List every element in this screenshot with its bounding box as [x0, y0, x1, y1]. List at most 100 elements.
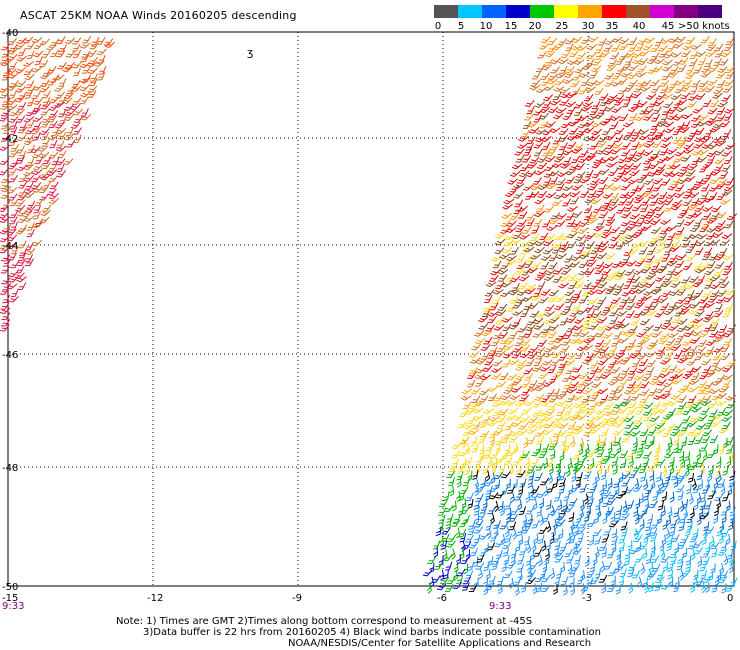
- wind-barb: [562, 149, 574, 156]
- wind-barb: [714, 157, 725, 165]
- wind-barb: [566, 219, 576, 227]
- wind-barb: [557, 38, 568, 46]
- wind-barb: [479, 430, 490, 438]
- wind-barb: [680, 84, 691, 92]
- legend-tick-label: >50 knots: [678, 21, 730, 32]
- wind-barb: [712, 92, 723, 100]
- wind-barb: [540, 254, 552, 261]
- wind-barb: [620, 71, 632, 78]
- wind-barb: [576, 345, 588, 352]
- wind-barb: [594, 275, 604, 284]
- wind-barb: [638, 246, 648, 255]
- wind-barb: [625, 233, 636, 240]
- wind-barb: [716, 114, 726, 122]
- wind-barb: [496, 316, 505, 325]
- wind-barb: [572, 463, 578, 475]
- wind-barb: [546, 499, 552, 510]
- wind-barb: [719, 563, 725, 575]
- wind-barb: [730, 540, 737, 551]
- wind-barb: [665, 192, 677, 200]
- wind-barb: [604, 463, 610, 474]
- wind-barb: [598, 574, 608, 583]
- wind-barb: [628, 456, 634, 468]
- wind-barb: [572, 133, 584, 140]
- wind-barb: [527, 422, 539, 429]
- wind-barb: [516, 176, 527, 184]
- wind-barb: [685, 245, 695, 254]
- wind-barb: [719, 520, 725, 532]
- wind-barb: [719, 58, 729, 66]
- wind-barb: [664, 351, 674, 360]
- wind-barb: [598, 542, 607, 552]
- wind-barb: [622, 500, 628, 512]
- wind-barb: [579, 149, 589, 158]
- wind-barb: [558, 58, 569, 65]
- wind-barb: [631, 141, 640, 150]
- wind-barb: [641, 374, 652, 382]
- wind-barb: [26, 97, 35, 107]
- wind-barb: [560, 233, 571, 241]
- wind-barb: [506, 255, 517, 262]
- wind-barb: [543, 85, 555, 91]
- wind-barb: [8, 296, 19, 303]
- wind-barb: [648, 387, 658, 396]
- wind-barb: [526, 170, 537, 178]
- wind-barb: [482, 464, 489, 475]
- wind-barb: [624, 192, 636, 199]
- wind-barb: [681, 120, 691, 129]
- wind-barb: [571, 87, 581, 96]
- wind-barb: [700, 35, 710, 44]
- wind-barb: [534, 472, 543, 481]
- wind-barb: [9, 216, 18, 225]
- wind-barb: [724, 220, 734, 229]
- wind-barb: [589, 211, 599, 220]
- wind-barb: [537, 339, 547, 347]
- wind-barb: [616, 206, 626, 214]
- wind-barb: [87, 67, 98, 75]
- wind-barb: [600, 428, 609, 437]
- wind-barb: [494, 239, 506, 246]
- wind-barb: [451, 441, 462, 450]
- wind-barb: [674, 184, 685, 192]
- wind-barb: [32, 132, 41, 141]
- wind-barb: [704, 171, 714, 179]
- wind-barb: [708, 192, 718, 200]
- wind-barb: [701, 534, 707, 545]
- wind-barb: [529, 84, 541, 91]
- wind-barb: [567, 457, 573, 469]
- wind-barb: [703, 521, 710, 532]
- wind-barb: [554, 156, 565, 163]
- wind-barb: [51, 156, 60, 166]
- wind-barb: [551, 162, 563, 169]
- wind-barb: [591, 101, 601, 110]
- wind-barb: [525, 457, 531, 469]
- wind-barb: [590, 315, 601, 324]
- wind-barb: [598, 211, 609, 219]
- wind-barb: [468, 367, 479, 375]
- wind-barb: [538, 526, 548, 534]
- wind-barb: [54, 101, 65, 108]
- wind-barb: [47, 66, 57, 74]
- wind-barb: [540, 78, 551, 86]
- wind-barb: [575, 472, 583, 482]
- wind-barb: [56, 170, 67, 178]
- wind-barb: [646, 135, 657, 143]
- legend-swatch: [554, 5, 578, 18]
- latitude-label: -50: [2, 582, 18, 593]
- wind-barb: [594, 568, 601, 579]
- wind-barb: [650, 52, 660, 60]
- wind-barb: [721, 583, 727, 594]
- wind-barb: [97, 72, 106, 81]
- wind-barb: [642, 43, 654, 51]
- wind-barb: [559, 241, 569, 249]
- wind-barb: [653, 255, 663, 264]
- wind-barb: [516, 555, 525, 565]
- wind-barb: [87, 90, 97, 98]
- wind-barb: [515, 465, 522, 475]
- wind-barb: [620, 183, 631, 191]
- wind-barb: [659, 147, 669, 156]
- wind-barb: [640, 171, 651, 179]
- wind-barb: [658, 191, 668, 200]
- wind-barb: [605, 218, 616, 226]
- wind-barb: [649, 79, 660, 87]
